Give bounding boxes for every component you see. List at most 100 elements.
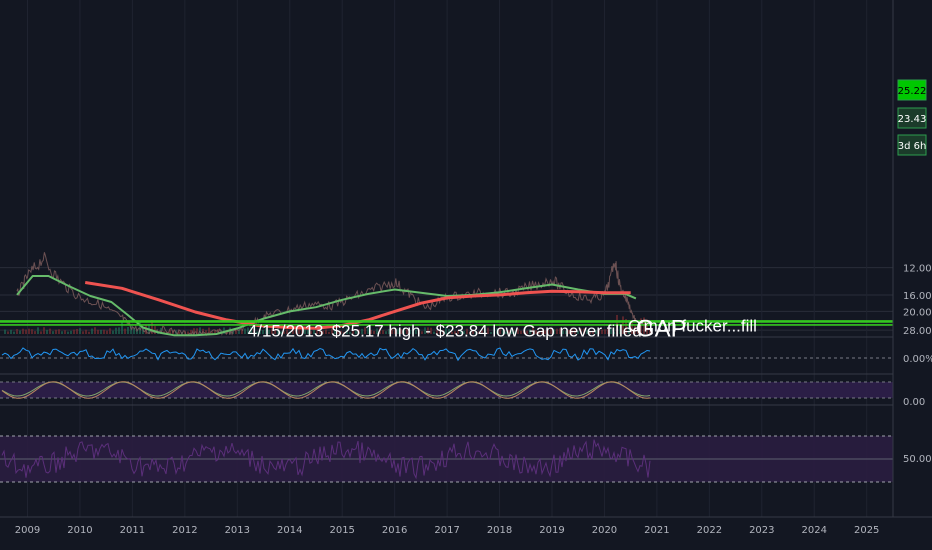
volume-bar <box>187 331 189 334</box>
volume-bar <box>310 331 312 334</box>
price-badges: 25.22 23.43 3d 6h <box>897 79 927 156</box>
volume-bar <box>76 328 78 334</box>
volume-bar <box>295 330 297 334</box>
rsi-tick-label: 50.00 <box>903 454 932 465</box>
slow-moving-average-line <box>84 281 631 330</box>
volume-bar <box>91 328 93 334</box>
volume-bar <box>196 328 198 334</box>
volume-bar <box>490 331 492 334</box>
time-tick-label: 2022 <box>697 525 722 536</box>
volume-bar <box>355 330 357 334</box>
volume-bar <box>364 327 366 334</box>
volume-bar <box>577 330 579 334</box>
volume-bar <box>487 327 489 334</box>
volume-bar <box>460 329 462 334</box>
volume-bar <box>31 329 33 334</box>
volume-bar <box>82 331 84 334</box>
volume-bar <box>193 328 195 334</box>
volume-bar <box>385 331 387 334</box>
stochastic-d-line <box>1 381 651 399</box>
volume-bar <box>544 330 546 334</box>
volume-bar <box>64 330 66 334</box>
volume-bar <box>607 328 609 334</box>
volume-bar <box>73 329 75 334</box>
chart-annotations[interactable]: 4/15/2013 $25.17 high - $23.84 low Gap ne… <box>248 315 757 342</box>
volume-bar <box>52 331 54 334</box>
volume-bar <box>79 328 81 334</box>
volume-bar <box>28 328 30 334</box>
volume-bar <box>124 328 126 334</box>
volume-bar <box>100 329 102 334</box>
volume-bar <box>25 329 27 334</box>
volume-bar <box>271 328 273 334</box>
volume-bar <box>598 330 600 334</box>
volume-bar <box>151 320 153 334</box>
volume-bar <box>328 331 330 334</box>
volume-bar <box>244 328 246 334</box>
volume-bar <box>109 328 111 334</box>
price-badge <box>897 107 927 129</box>
volume-bar <box>412 328 414 334</box>
volume-bar <box>142 328 144 334</box>
volume-bar <box>70 330 72 334</box>
volume-bar <box>259 329 261 334</box>
volume-bar <box>520 330 522 334</box>
time-tick-label: 2023 <box>749 525 774 536</box>
volume-bar <box>370 329 372 334</box>
volume-bar <box>526 330 528 334</box>
volume-bar <box>346 328 348 334</box>
volume-bar <box>277 327 279 334</box>
volume-bar <box>256 331 258 334</box>
volume-bar <box>514 331 516 334</box>
volume-bar <box>415 329 417 334</box>
volume-bar <box>409 330 411 334</box>
volume-bar <box>631 321 633 334</box>
volume-bar <box>502 330 504 334</box>
volume-bar <box>154 326 156 334</box>
volume-bar <box>265 328 267 334</box>
volume-bar <box>430 327 432 334</box>
price-axis[interactable]: 28.00 20.00 16.00 12.00 0.00% 0.00 50.00 <box>903 264 932 465</box>
volume-bar <box>115 327 117 334</box>
volume-bar <box>421 331 423 334</box>
volume-bar <box>538 331 540 334</box>
volume-bar <box>373 330 375 334</box>
volume-bar <box>16 329 18 334</box>
volume-bar <box>112 330 114 334</box>
volume-bar <box>361 328 363 334</box>
time-tick-label: 2024 <box>802 525 827 536</box>
volume-bar <box>556 328 558 334</box>
volume-bar <box>424 327 426 334</box>
gap-lines[interactable] <box>0 320 893 326</box>
volume-bar <box>643 317 645 334</box>
volume-bar <box>400 328 402 334</box>
volume-bar <box>448 328 450 334</box>
volume-bar <box>304 327 306 334</box>
volume-bar <box>646 319 648 334</box>
volume-bar <box>367 327 369 334</box>
volume-bar <box>427 327 429 334</box>
volume-bar <box>223 327 225 334</box>
volume-bar <box>127 326 129 334</box>
volume-bar <box>349 331 351 334</box>
price-badge-label: 3d 6h <box>898 141 927 152</box>
volume-bar <box>433 331 435 334</box>
volume-bar <box>250 327 252 334</box>
volume-bar <box>37 327 39 334</box>
volume-bar <box>481 330 483 334</box>
volume-bar <box>178 331 180 334</box>
volume-bar <box>85 329 87 334</box>
volume-bar <box>511 327 513 334</box>
volume-bar <box>94 327 96 334</box>
volume-bar <box>253 327 255 334</box>
volume-bar <box>619 325 621 334</box>
time-tick-label: 2015 <box>329 525 354 536</box>
volume-bar <box>505 331 507 334</box>
price-series <box>16 252 637 337</box>
volume-bar <box>583 328 585 334</box>
volume-bar <box>394 329 396 334</box>
time-tick-label: 2013 <box>225 525 250 536</box>
time-axis[interactable]: 2009 2010 2011 2012 2013 2014 2015 2016 2017 2018… <box>15 525 880 536</box>
volume-bar <box>580 328 582 334</box>
